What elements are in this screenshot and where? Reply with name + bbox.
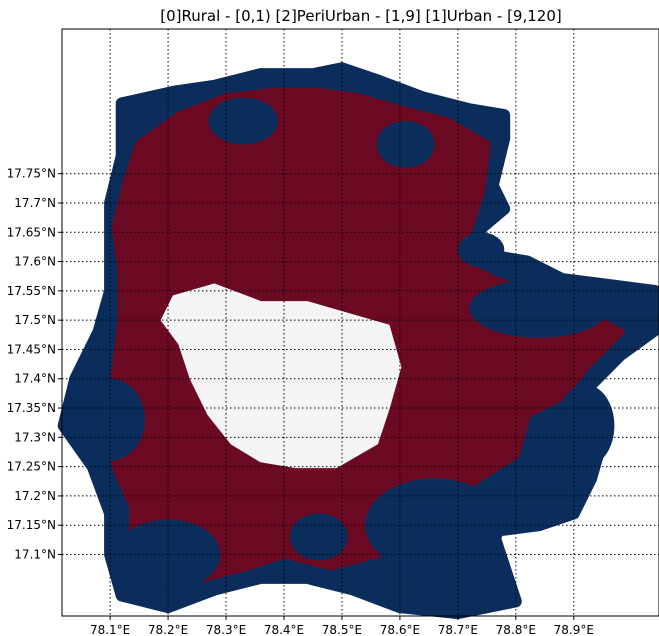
x-tick-label: 78.1°E [90,623,130,636]
x-tick-label: 78.3°E [206,623,246,636]
y-tick-label: 17.7°N [14,196,56,210]
y-tick-label: 17.75°N [7,167,56,181]
y-tick-label: 17.45°N [7,342,56,356]
x-tick-label: 78.6°E [380,623,420,636]
rural-patch [556,384,615,467]
x-tick-label: 78.9°E [554,623,594,636]
y-tick-label: 17.6°N [14,255,56,269]
y-tick-label: 17.2°N [14,489,56,503]
rural-patch [208,97,279,145]
x-tick-label: 78.8°E [496,623,536,636]
latitude-ticks: 17.75°N 17.7°N 17.65°N 17.6°N 17.55°N 17.5°N 1… [7,167,62,561]
y-tick-label: 17.25°N [7,460,56,474]
y-tick-label: 17.15°N [7,518,56,532]
rural-patch [376,120,435,168]
urban-core-region [160,283,402,469]
y-tick-label: 17.1°N [14,547,56,561]
x-tick-label: 78.4°E [264,623,304,636]
rural-patch [289,513,348,561]
x-tick-label: 78.2°E [148,623,188,636]
graticule [62,29,659,616]
y-tick-label: 17.55°N [7,284,56,298]
y-tick-label: 17.4°N [14,372,56,386]
map-frame [61,28,659,617]
map-area [57,62,659,620]
y-tick-label: 17.35°N [7,401,56,415]
y-tick-label: 17.5°N [14,313,56,327]
x-tick-label: 78.5°E [322,623,362,636]
y-tick-label: 17.3°N [14,430,56,444]
map-title: [0]Rural - [0,1) [2]PeriUrban - [1,9] [1… [160,7,561,25]
rural-patch [469,279,609,338]
rural-patch [75,378,145,461]
longitude-ticks: 78.1°E 78.2°E 78.3°E 78.4°E 78.5°E 78.6°E 78.7… [90,616,594,636]
x-tick-label: 78.7°E [438,623,478,636]
rural-patch [457,232,505,268]
y-tick-label: 17.65°N [7,225,56,239]
